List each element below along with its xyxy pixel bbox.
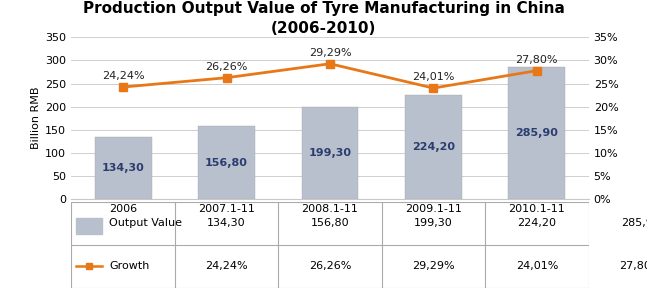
Text: 26,26%: 26,26% (205, 62, 248, 72)
Bar (198, 126, 255, 199)
Text: 24,01%: 24,01% (516, 262, 558, 271)
Text: 27,80%: 27,80% (619, 262, 647, 271)
Text: 24,24%: 24,24% (102, 71, 144, 81)
Text: 29,29%: 29,29% (412, 262, 455, 271)
Text: 29,29%: 29,29% (309, 48, 351, 58)
Y-axis label: Billion RMB: Billion RMB (31, 87, 41, 149)
Text: 156,80: 156,80 (205, 158, 248, 168)
Text: 199,30: 199,30 (309, 148, 351, 158)
Text: Output Value: Output Value (109, 218, 182, 228)
Text: 285,90: 285,90 (621, 218, 647, 228)
Text: 26,26%: 26,26% (309, 262, 351, 271)
Text: 156,80: 156,80 (311, 218, 349, 228)
Text: 24,01%: 24,01% (412, 72, 455, 82)
Text: 224,20: 224,20 (412, 142, 455, 152)
Bar (94, 137, 151, 199)
Bar (509, 67, 565, 199)
Text: 134,30: 134,30 (207, 218, 246, 228)
Bar (405, 95, 462, 199)
Bar (302, 107, 358, 199)
Text: 27,80%: 27,80% (516, 55, 558, 65)
Text: 24,24%: 24,24% (205, 262, 248, 271)
Text: 199,30: 199,30 (414, 218, 453, 228)
Text: 224,20: 224,20 (518, 218, 556, 228)
Text: Growth: Growth (109, 262, 150, 271)
Text: Production Output Value of Tyre Manufacturing in China
(2006-2010): Production Output Value of Tyre Manufact… (83, 1, 564, 36)
Text: 134,30: 134,30 (102, 163, 144, 173)
Text: 285,90: 285,90 (516, 128, 558, 138)
Bar (76, 218, 102, 234)
